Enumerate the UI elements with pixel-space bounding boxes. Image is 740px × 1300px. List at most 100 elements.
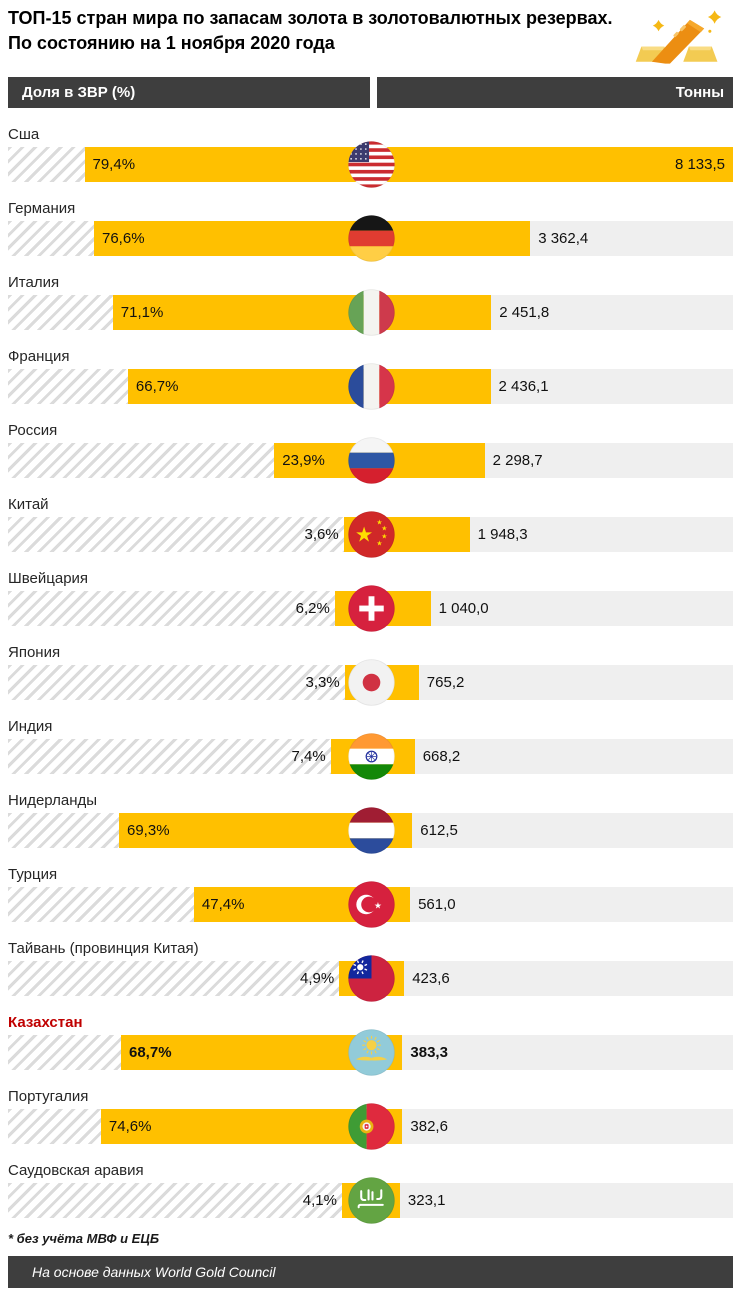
table-row: Турция 47,4% 561,0 ★ bbox=[0, 866, 740, 928]
flag-icon bbox=[348, 1177, 395, 1224]
tons-value: 612,5 bbox=[420, 822, 458, 839]
table-row: Казахстан 68,7% 383,3 bbox=[0, 1014, 740, 1076]
share-value: 68,7% bbox=[129, 1044, 172, 1061]
table-row: Франция 66,7% 2 436,1 bbox=[0, 348, 740, 410]
column-header-share: Доля в ЗВР (%) bbox=[8, 77, 370, 108]
tons-bar bbox=[372, 221, 531, 256]
flag-icon bbox=[348, 437, 395, 484]
share-value: 7,4% bbox=[291, 748, 326, 765]
country-label: Турция bbox=[8, 866, 58, 883]
title-line-2: По состоянию на 1 ноября 2020 года bbox=[8, 33, 335, 53]
country-label: Саудовская аравия bbox=[8, 1162, 144, 1179]
share-bar bbox=[127, 369, 372, 404]
share-track-hatch bbox=[8, 961, 372, 996]
svg-text:★: ★ bbox=[355, 522, 373, 546]
table-row: Тайвань (провинция Китая) 4,9% 423,6 bbox=[0, 940, 740, 1002]
tons-track bbox=[372, 591, 733, 626]
tons-track bbox=[372, 739, 733, 774]
svg-text:★: ★ bbox=[381, 525, 387, 533]
flag-icon bbox=[348, 363, 395, 410]
tons-value: 3 362,4 bbox=[538, 230, 589, 247]
tons-value: 323,1 bbox=[407, 1192, 446, 1209]
country-label: Тайвань (провинция Китая) bbox=[8, 940, 199, 957]
tons-value: 765,2 bbox=[426, 674, 465, 691]
country-label: Португалия bbox=[8, 1088, 89, 1105]
share-bar bbox=[100, 1109, 372, 1144]
source-bar: На основе данных World Gold Council bbox=[8, 1256, 733, 1288]
tons-value: 561,0 bbox=[418, 896, 456, 913]
share-bar bbox=[94, 221, 372, 256]
share-value: 4,9% bbox=[300, 970, 335, 987]
share-value: 74,6% bbox=[108, 1118, 152, 1135]
tons-value: 668,2 bbox=[422, 748, 461, 765]
share-value: 6,2% bbox=[295, 600, 330, 617]
country-label: Франция bbox=[8, 348, 70, 365]
tons-bar bbox=[372, 147, 733, 182]
share-value: 23,9% bbox=[282, 452, 325, 469]
flag-icon bbox=[348, 955, 395, 1002]
tons-track bbox=[372, 665, 733, 700]
svg-text:★: ★ bbox=[376, 519, 382, 527]
share-value: 76,6% bbox=[102, 230, 145, 247]
tons-track bbox=[372, 961, 733, 996]
flag-icon: ★ bbox=[348, 881, 395, 928]
table-row: Португалия 74,6% 382,6 bbox=[0, 1088, 740, 1150]
share-track-hatch bbox=[8, 517, 372, 552]
share-bar bbox=[121, 1035, 372, 1070]
table-row: Швейцария 6,2% 1 040,0 bbox=[0, 570, 740, 632]
country-label: Россия bbox=[8, 422, 58, 439]
country-label: Казахстан bbox=[8, 1014, 83, 1031]
flag-icon bbox=[348, 215, 395, 262]
tons-track bbox=[372, 1035, 733, 1070]
svg-text:★: ★ bbox=[374, 901, 382, 911]
table-row: Сша 79,4% 8 133,5 bbox=[0, 126, 740, 188]
tons-value: 383,3 bbox=[410, 1044, 448, 1061]
table-row: Япония 3,3% 765,2 bbox=[0, 644, 740, 706]
share-value: 79,4% bbox=[92, 156, 136, 173]
share-value: 3,3% bbox=[305, 674, 340, 691]
share-track-hatch bbox=[8, 1183, 372, 1218]
country-label: Япония bbox=[8, 644, 61, 661]
tons-value: 423,6 bbox=[412, 970, 450, 987]
flag-icon bbox=[348, 659, 395, 706]
share-value: 47,4% bbox=[201, 896, 245, 913]
flag-icon bbox=[348, 585, 395, 632]
column-headers: Доля в ЗВР (%) Тонны bbox=[0, 77, 740, 108]
tons-value: 2 451,8 bbox=[499, 304, 550, 321]
share-track-hatch bbox=[8, 665, 372, 700]
title-line-1: ТОП-15 стран мира по запасам золота в зо… bbox=[8, 8, 613, 28]
share-bar bbox=[84, 147, 372, 182]
table-row: Италия 71,1% 2 451,8 bbox=[0, 274, 740, 336]
flag-icon bbox=[348, 141, 395, 188]
country-label: Китай bbox=[8, 496, 49, 513]
share-value: 4,1% bbox=[302, 1192, 337, 1209]
share-value: 3,6% bbox=[304, 526, 339, 543]
svg-text:★: ★ bbox=[376, 539, 382, 547]
table-row: Нидерланды 69,3% 612,5 bbox=[0, 792, 740, 854]
share-track-hatch bbox=[8, 739, 372, 774]
table-row: Саудовская аравия 4,1% 323,1 bbox=[0, 1162, 740, 1224]
flag-icon bbox=[348, 733, 395, 780]
flag-icon bbox=[348, 1103, 395, 1150]
gold-bars-icon bbox=[631, 4, 726, 75]
tons-track bbox=[372, 813, 733, 848]
flag-icon bbox=[348, 289, 395, 336]
page-title: ТОП-15 стран мира по запасам золота в зо… bbox=[8, 6, 638, 56]
share-bar bbox=[112, 295, 372, 330]
table-row: Германия 76,6% 3 362,4 bbox=[0, 200, 740, 262]
share-bar bbox=[119, 813, 372, 848]
table-row: Китай 3,6% 1 948,3 ★ ★ ★ ★ ★ bbox=[0, 496, 740, 558]
tons-value: 382,6 bbox=[410, 1118, 448, 1135]
flag-icon bbox=[348, 807, 395, 854]
country-label: Сша bbox=[8, 126, 40, 143]
country-label: Нидерланды bbox=[8, 792, 98, 809]
share-value: 69,3% bbox=[127, 822, 170, 839]
country-label: Италия bbox=[8, 274, 60, 291]
share-bar bbox=[193, 887, 372, 922]
column-header-tons: Тонны bbox=[377, 77, 733, 108]
tons-track bbox=[372, 1183, 733, 1218]
tons-track bbox=[372, 1109, 733, 1144]
share-track-hatch bbox=[8, 591, 372, 626]
tons-track bbox=[372, 887, 733, 922]
